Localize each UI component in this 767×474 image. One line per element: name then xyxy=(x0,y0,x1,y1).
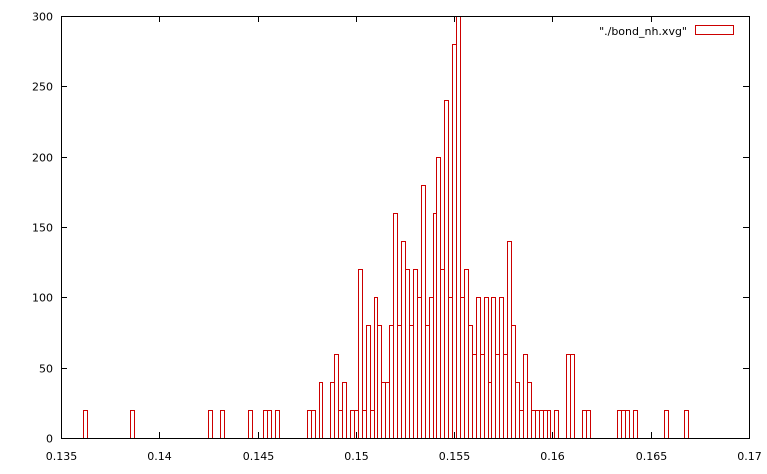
histogram-bar xyxy=(460,297,465,439)
histogram-bar xyxy=(319,382,323,439)
histogram-bar xyxy=(527,382,532,439)
histogram-bar xyxy=(311,410,316,439)
histogram-bar xyxy=(248,410,253,439)
histogram-bar xyxy=(208,410,213,439)
histogram-bar xyxy=(484,297,489,439)
histogram-bar xyxy=(515,382,520,439)
y-tick-label: 250 xyxy=(32,81,53,94)
histogram-bar xyxy=(440,269,445,439)
y-tick-label: 0 xyxy=(46,433,53,446)
histogram-bar xyxy=(444,100,449,439)
histogram-bar xyxy=(421,185,426,439)
histogram-bar xyxy=(586,410,591,439)
histogram-bar xyxy=(362,410,367,439)
histogram-bar xyxy=(334,354,339,439)
histogram-bar xyxy=(401,241,406,439)
histogram-bar xyxy=(468,325,473,439)
histogram-bar xyxy=(495,354,500,439)
histogram-bar xyxy=(409,325,414,439)
histogram-bar xyxy=(535,410,540,439)
histogram-bar xyxy=(625,410,630,439)
histogram-bar xyxy=(429,297,434,439)
legend-swatch xyxy=(695,25,734,35)
y-tick-label: 50 xyxy=(39,363,53,376)
histogram-bar xyxy=(350,410,355,439)
histogram-bar xyxy=(130,410,135,439)
histogram-bar xyxy=(83,410,88,439)
x-tick-label: 0.14 xyxy=(147,450,172,463)
histogram-bar xyxy=(385,382,390,439)
histogram-bar xyxy=(456,16,461,439)
histogram-bars xyxy=(83,16,689,439)
histogram-bar xyxy=(436,157,441,439)
histogram-bar xyxy=(393,213,398,439)
histogram-bar xyxy=(425,325,430,439)
histogram-bar xyxy=(464,269,469,439)
histogram-bar xyxy=(381,382,386,439)
x-tick-label: 0.16 xyxy=(540,450,565,463)
histogram-bar xyxy=(330,382,335,439)
histogram-bar xyxy=(633,410,638,439)
histogram-bar xyxy=(539,410,544,439)
histogram-bar xyxy=(275,410,280,439)
x-tick-label: 0.135 xyxy=(46,450,78,463)
histogram-bar xyxy=(523,354,528,439)
x-tick-label: 0.15 xyxy=(344,450,369,463)
y-tick-label: 300 xyxy=(32,11,53,24)
histogram-bar xyxy=(491,297,496,439)
histogram-bar xyxy=(452,44,457,439)
histogram-bar xyxy=(519,410,524,439)
y-tick-label: 150 xyxy=(32,222,53,235)
histogram-bar xyxy=(413,269,418,439)
histogram-bar xyxy=(220,410,225,439)
x-tick-label: 0.165 xyxy=(636,450,668,463)
histogram-bar xyxy=(389,325,394,439)
histogram-bar xyxy=(370,410,375,439)
histogram-bar xyxy=(531,410,536,439)
histogram-bar xyxy=(472,354,477,439)
histogram-bar xyxy=(554,410,559,439)
histogram-bar xyxy=(366,325,371,439)
x-tick-label: 0.17 xyxy=(737,450,762,463)
histogram-bar xyxy=(397,325,402,439)
y-tick-label: 100 xyxy=(32,292,53,305)
histogram-bar xyxy=(263,410,268,439)
histogram-bar xyxy=(503,354,508,439)
histogram-bar xyxy=(267,410,272,439)
y-tick-label: 200 xyxy=(32,152,53,165)
histogram-bar xyxy=(377,325,382,439)
x-tick-label: 0.155 xyxy=(439,450,471,463)
histogram-bar xyxy=(570,354,575,439)
histogram-bar xyxy=(507,241,512,439)
histogram-bar xyxy=(582,410,587,439)
histogram-bar xyxy=(547,410,551,439)
histogram-bar xyxy=(358,269,363,439)
histogram-bar xyxy=(307,410,312,439)
histogram-bar xyxy=(338,410,343,439)
histogram-bar xyxy=(566,354,571,439)
histogram-bar xyxy=(448,297,453,439)
histogram-bar xyxy=(543,410,548,439)
histogram-bar xyxy=(664,410,669,439)
legend: "./bond_nh.xvg" xyxy=(599,25,734,38)
histogram-bar xyxy=(476,297,481,439)
histogram-bar xyxy=(480,354,485,439)
histogram-bar xyxy=(684,410,689,439)
histogram-bar xyxy=(417,297,422,439)
histogram-bar xyxy=(617,410,622,439)
legend-label: "./bond_nh.xvg" xyxy=(599,25,687,38)
histogram-bar xyxy=(621,410,626,439)
histogram-bar xyxy=(511,325,516,439)
histogram-bar xyxy=(499,297,504,439)
histogram-bar xyxy=(405,269,410,439)
axis-ticks xyxy=(61,16,750,439)
histogram-bar xyxy=(342,382,347,439)
x-tick-label: 0.145 xyxy=(243,450,275,463)
y-axis-tick-labels: 0 50 100 150 200 250 300 xyxy=(32,11,53,446)
x-axis-tick-labels: 0.135 0.14 0.145 0.15 0.155 0.16 0.165 0.17 xyxy=(46,450,762,463)
